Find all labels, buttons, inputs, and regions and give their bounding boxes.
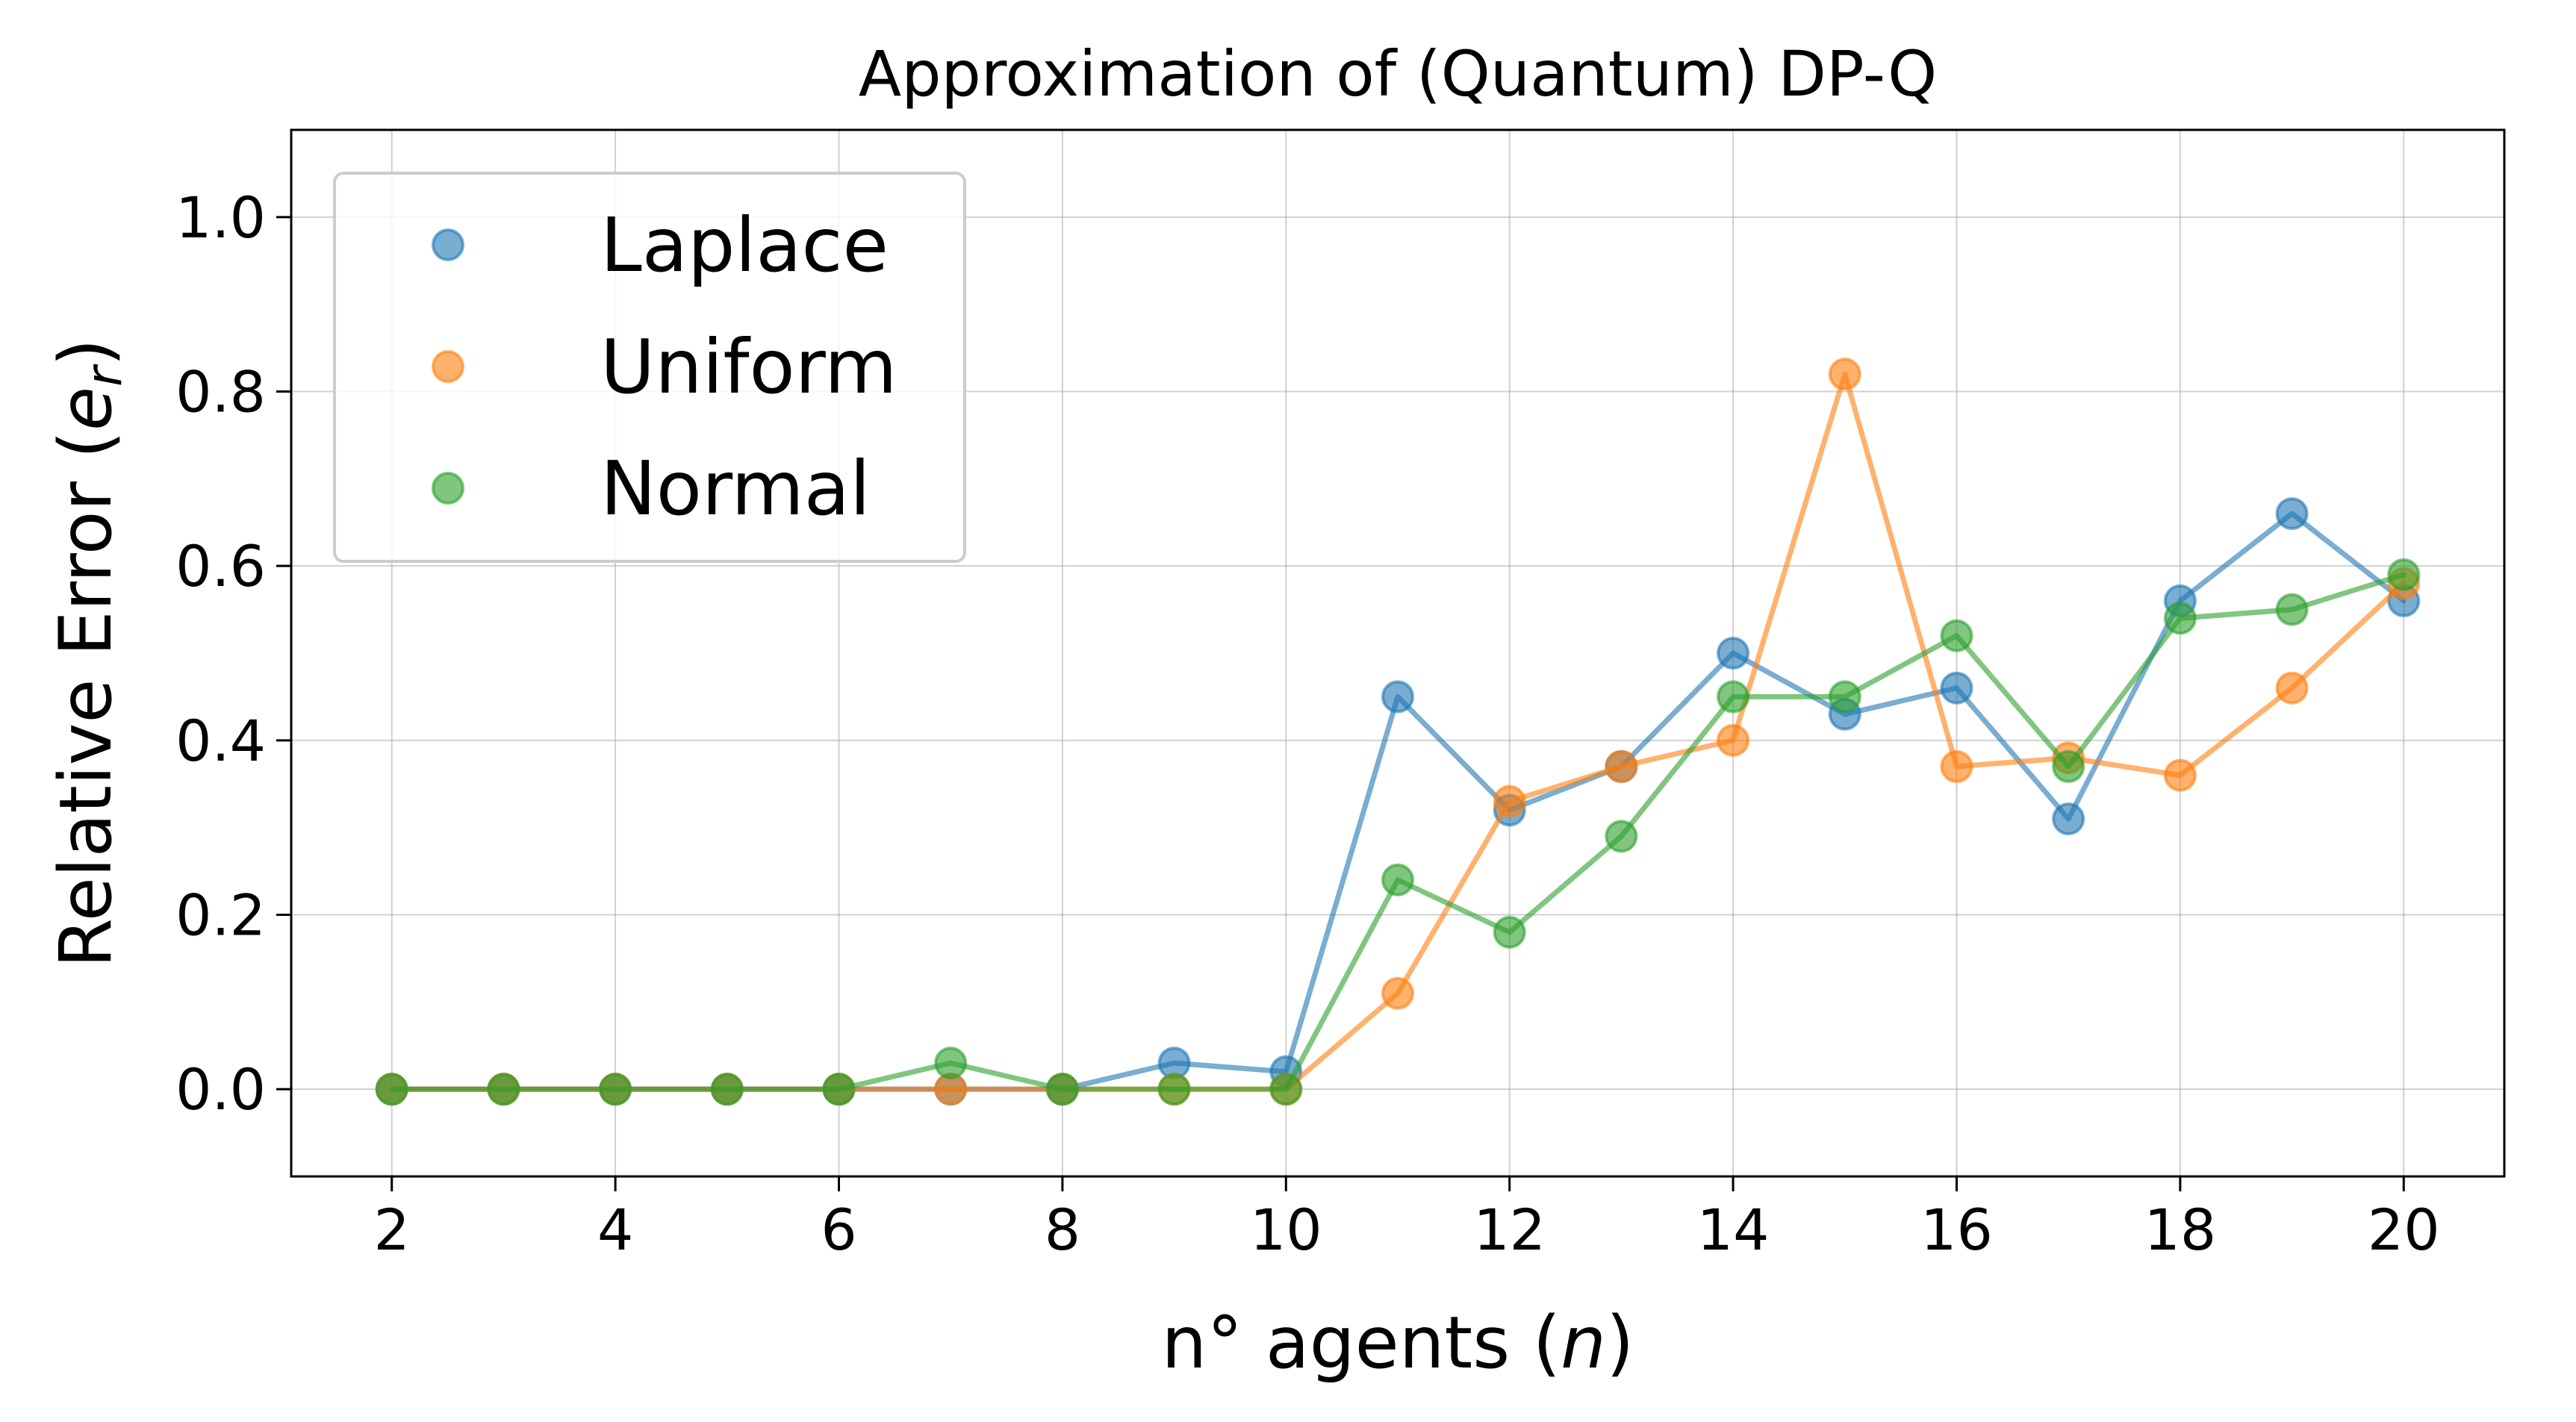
y-tick-label: 0.8 <box>175 359 266 425</box>
x-tick-label: 12 <box>1473 1197 1546 1263</box>
x-tick-label: 6 <box>821 1197 856 1263</box>
data-point <box>1828 680 1861 714</box>
x-tick-label: 2 <box>374 1197 410 1263</box>
legend-label: Normal <box>600 445 871 532</box>
data-point <box>934 1047 968 1080</box>
plot-frame <box>290 128 2506 1178</box>
data-point <box>1940 619 1973 652</box>
data-point <box>1493 915 1526 949</box>
y-axis-label-text: Relative Error ( <box>44 431 128 968</box>
legend-box <box>333 172 966 563</box>
y-tick-label: 0.0 <box>175 1056 266 1123</box>
legend: Laplace Uniform Normal <box>333 172 966 563</box>
x-axis-label-close: ) <box>1606 1301 1634 1385</box>
series-normal <box>375 558 2421 1106</box>
data-point <box>1605 820 1638 853</box>
legend-item-normal: Normal <box>432 445 871 532</box>
data-point <box>375 1073 408 1106</box>
legend-marker <box>432 472 464 505</box>
data-point <box>1381 863 1414 896</box>
data-point <box>822 1073 856 1106</box>
legend-label: Uniform <box>600 323 897 411</box>
legend-item-uniform: Uniform <box>432 323 897 411</box>
data-point <box>1381 680 1414 714</box>
data-point <box>1045 1073 1079 1106</box>
data-point <box>599 1073 632 1106</box>
data-point <box>1717 680 1750 714</box>
x-axis-label-variable: n <box>1561 1301 1606 1385</box>
y-axis-label-variable: e <box>44 387 128 431</box>
data-point <box>2163 758 2197 792</box>
x-tick-label: 10 <box>1250 1197 1322 1263</box>
data-point <box>2275 497 2309 531</box>
data-point <box>1269 1073 1303 1106</box>
x-tick-label: 18 <box>2144 1197 2217 1263</box>
data-point <box>2387 558 2421 591</box>
data-point <box>1940 671 1973 705</box>
data-point <box>1940 749 1973 783</box>
data-point <box>2052 749 2085 783</box>
legend-item-laplace: Laplace <box>432 202 889 289</box>
x-axis-label: n° agents (n) <box>1162 1301 1634 1385</box>
data-point <box>1605 749 1638 783</box>
data-point <box>2052 802 2085 835</box>
chart-title: Approximation of (Quantum) DP-Q <box>859 37 1938 110</box>
x-tick-label: 20 <box>2368 1197 2440 1263</box>
y-axis-label: Relative Error (er) <box>44 338 133 967</box>
x-axis-label-text: n° agents ( <box>1162 1301 1561 1385</box>
data-point <box>1828 358 1861 391</box>
x-tick-label: 4 <box>597 1197 633 1263</box>
y-tick-label: 0.2 <box>175 882 266 949</box>
data-point <box>1717 723 1750 757</box>
data-point <box>710 1073 744 1106</box>
y-axis-label-subscript: r <box>75 364 133 387</box>
data-point <box>1717 637 1750 670</box>
data-point <box>2275 593 2309 626</box>
data-point <box>1381 976 1414 1010</box>
data-point <box>2275 671 2309 705</box>
series-layer <box>375 358 2421 1106</box>
data-point <box>1157 1073 1191 1106</box>
y-axis-label-close: ) <box>44 338 128 366</box>
ticks: 2 4 6 8 10 12 14 16 18 20 0.0 0.2 0.4 0.6 0.8 1.0 <box>175 184 2440 1263</box>
data-point <box>487 1073 520 1106</box>
y-tick-label: 0.6 <box>175 533 266 599</box>
y-tick-label: 0.4 <box>175 708 266 774</box>
legend-label: Laplace <box>600 202 889 289</box>
data-point <box>2163 602 2197 635</box>
x-tick-label: 8 <box>1045 1197 1080 1263</box>
x-tick-label: 16 <box>1920 1197 1993 1263</box>
legend-marker <box>432 350 464 383</box>
data-point <box>1493 785 1526 818</box>
legend-marker <box>432 228 464 261</box>
y-tick-label: 1.0 <box>175 184 266 251</box>
x-tick-label: 14 <box>1697 1197 1770 1263</box>
